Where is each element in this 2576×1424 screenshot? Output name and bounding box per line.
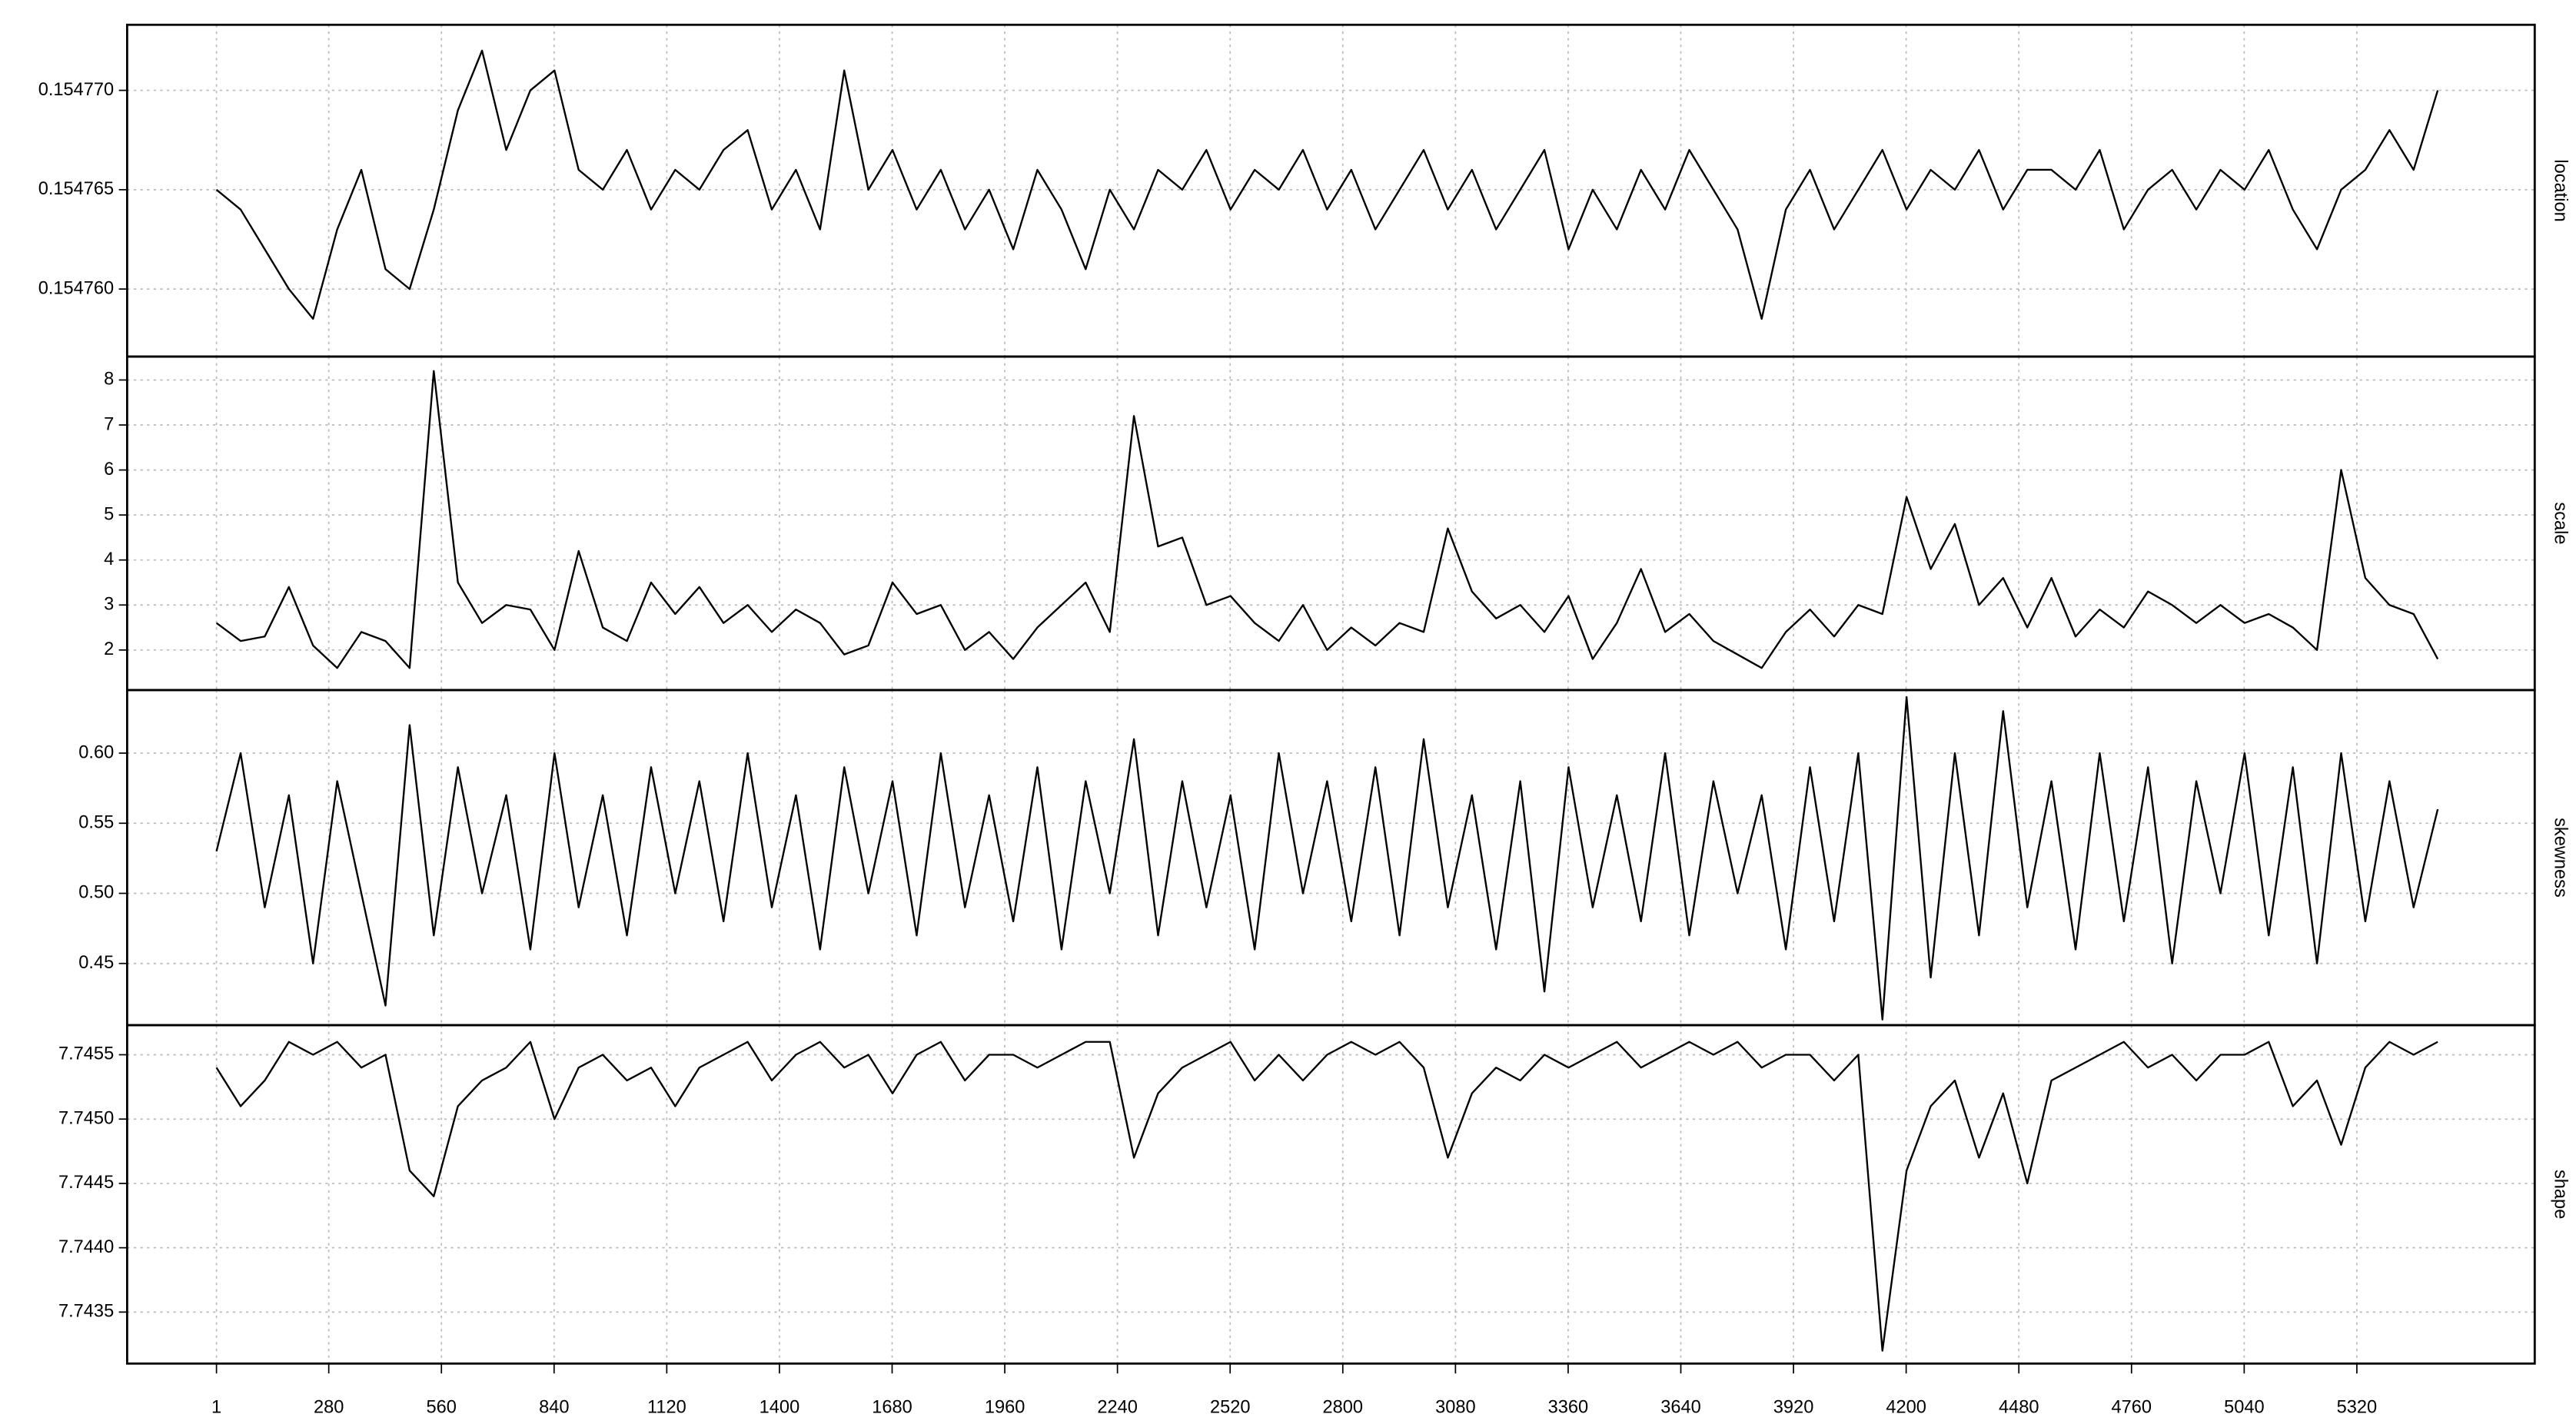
- x-tick-label: 3920: [1773, 1398, 1814, 1418]
- y-tick-label: 8: [104, 370, 114, 390]
- x-tick-label: 1400: [760, 1398, 800, 1418]
- series-line: [215, 695, 2439, 1021]
- y-axis-label: scale: [2550, 502, 2570, 544]
- x-tick-label: 1: [211, 1398, 221, 1418]
- y-axis-label: location: [2550, 159, 2570, 221]
- x-tick-label: 3640: [1660, 1398, 1701, 1418]
- y-tick-label: 0.154760: [38, 278, 114, 298]
- x-tick-label: 4760: [2112, 1398, 2152, 1418]
- x-tick-label: 1120: [647, 1398, 686, 1418]
- x-tick-label: 3360: [1548, 1398, 1589, 1418]
- x-tick-label: 4480: [1999, 1398, 2039, 1418]
- y-tick-label: 6: [104, 460, 114, 480]
- series-line: [215, 370, 2439, 669]
- y-tick-label: 7.7455: [58, 1044, 114, 1064]
- y-tick-label: 7.7435: [58, 1302, 114, 1322]
- y-tick-label: 0.60: [78, 742, 114, 762]
- x-tick-label: 2520: [1210, 1398, 1251, 1418]
- x-tick-label: 3080: [1435, 1398, 1476, 1418]
- series-line: [215, 49, 2439, 320]
- x-tick-label: 560: [427, 1398, 457, 1418]
- y-tick-label: 7: [104, 414, 114, 434]
- x-tick-label: 1680: [872, 1398, 912, 1418]
- y-axis-label: shape: [2550, 1170, 2570, 1219]
- y-tick-label: 0.45: [78, 953, 114, 973]
- panel-frame: [126, 1024, 2536, 1365]
- y-tick-label: 2: [104, 639, 114, 659]
- x-tick-label: 840: [539, 1398, 569, 1418]
- y-tick-label: 7.7450: [58, 1108, 114, 1128]
- y-tick-label: 7.7445: [58, 1173, 114, 1193]
- y-tick-label: 4: [104, 549, 114, 569]
- y-tick-label: 0.154765: [38, 179, 114, 199]
- y-tick-label: 0.154770: [38, 80, 114, 100]
- x-tick-label: 1960: [985, 1398, 1025, 1418]
- x-tick-label: 5320: [2337, 1398, 2378, 1418]
- y-tick-label: 7.7440: [58, 1237, 114, 1257]
- panel-frame: [126, 689, 2536, 1027]
- y-tick-label: 3: [104, 594, 114, 614]
- y-tick-label: 5: [104, 504, 114, 524]
- x-tick-label: 5040: [2224, 1398, 2265, 1418]
- y-tick-label: 0.50: [78, 883, 114, 903]
- x-tick-label: 4200: [1886, 1398, 1926, 1418]
- y-axis-label: skewness: [2550, 818, 2570, 898]
- y-tick-label: 0.55: [78, 812, 114, 832]
- series-line: [215, 1041, 2438, 1352]
- x-tick-label: 280: [314, 1398, 344, 1418]
- panel-frame: [126, 355, 2536, 692]
- x-tick-label: 2240: [1097, 1398, 1138, 1418]
- x-tick-label: 2800: [1323, 1398, 1364, 1418]
